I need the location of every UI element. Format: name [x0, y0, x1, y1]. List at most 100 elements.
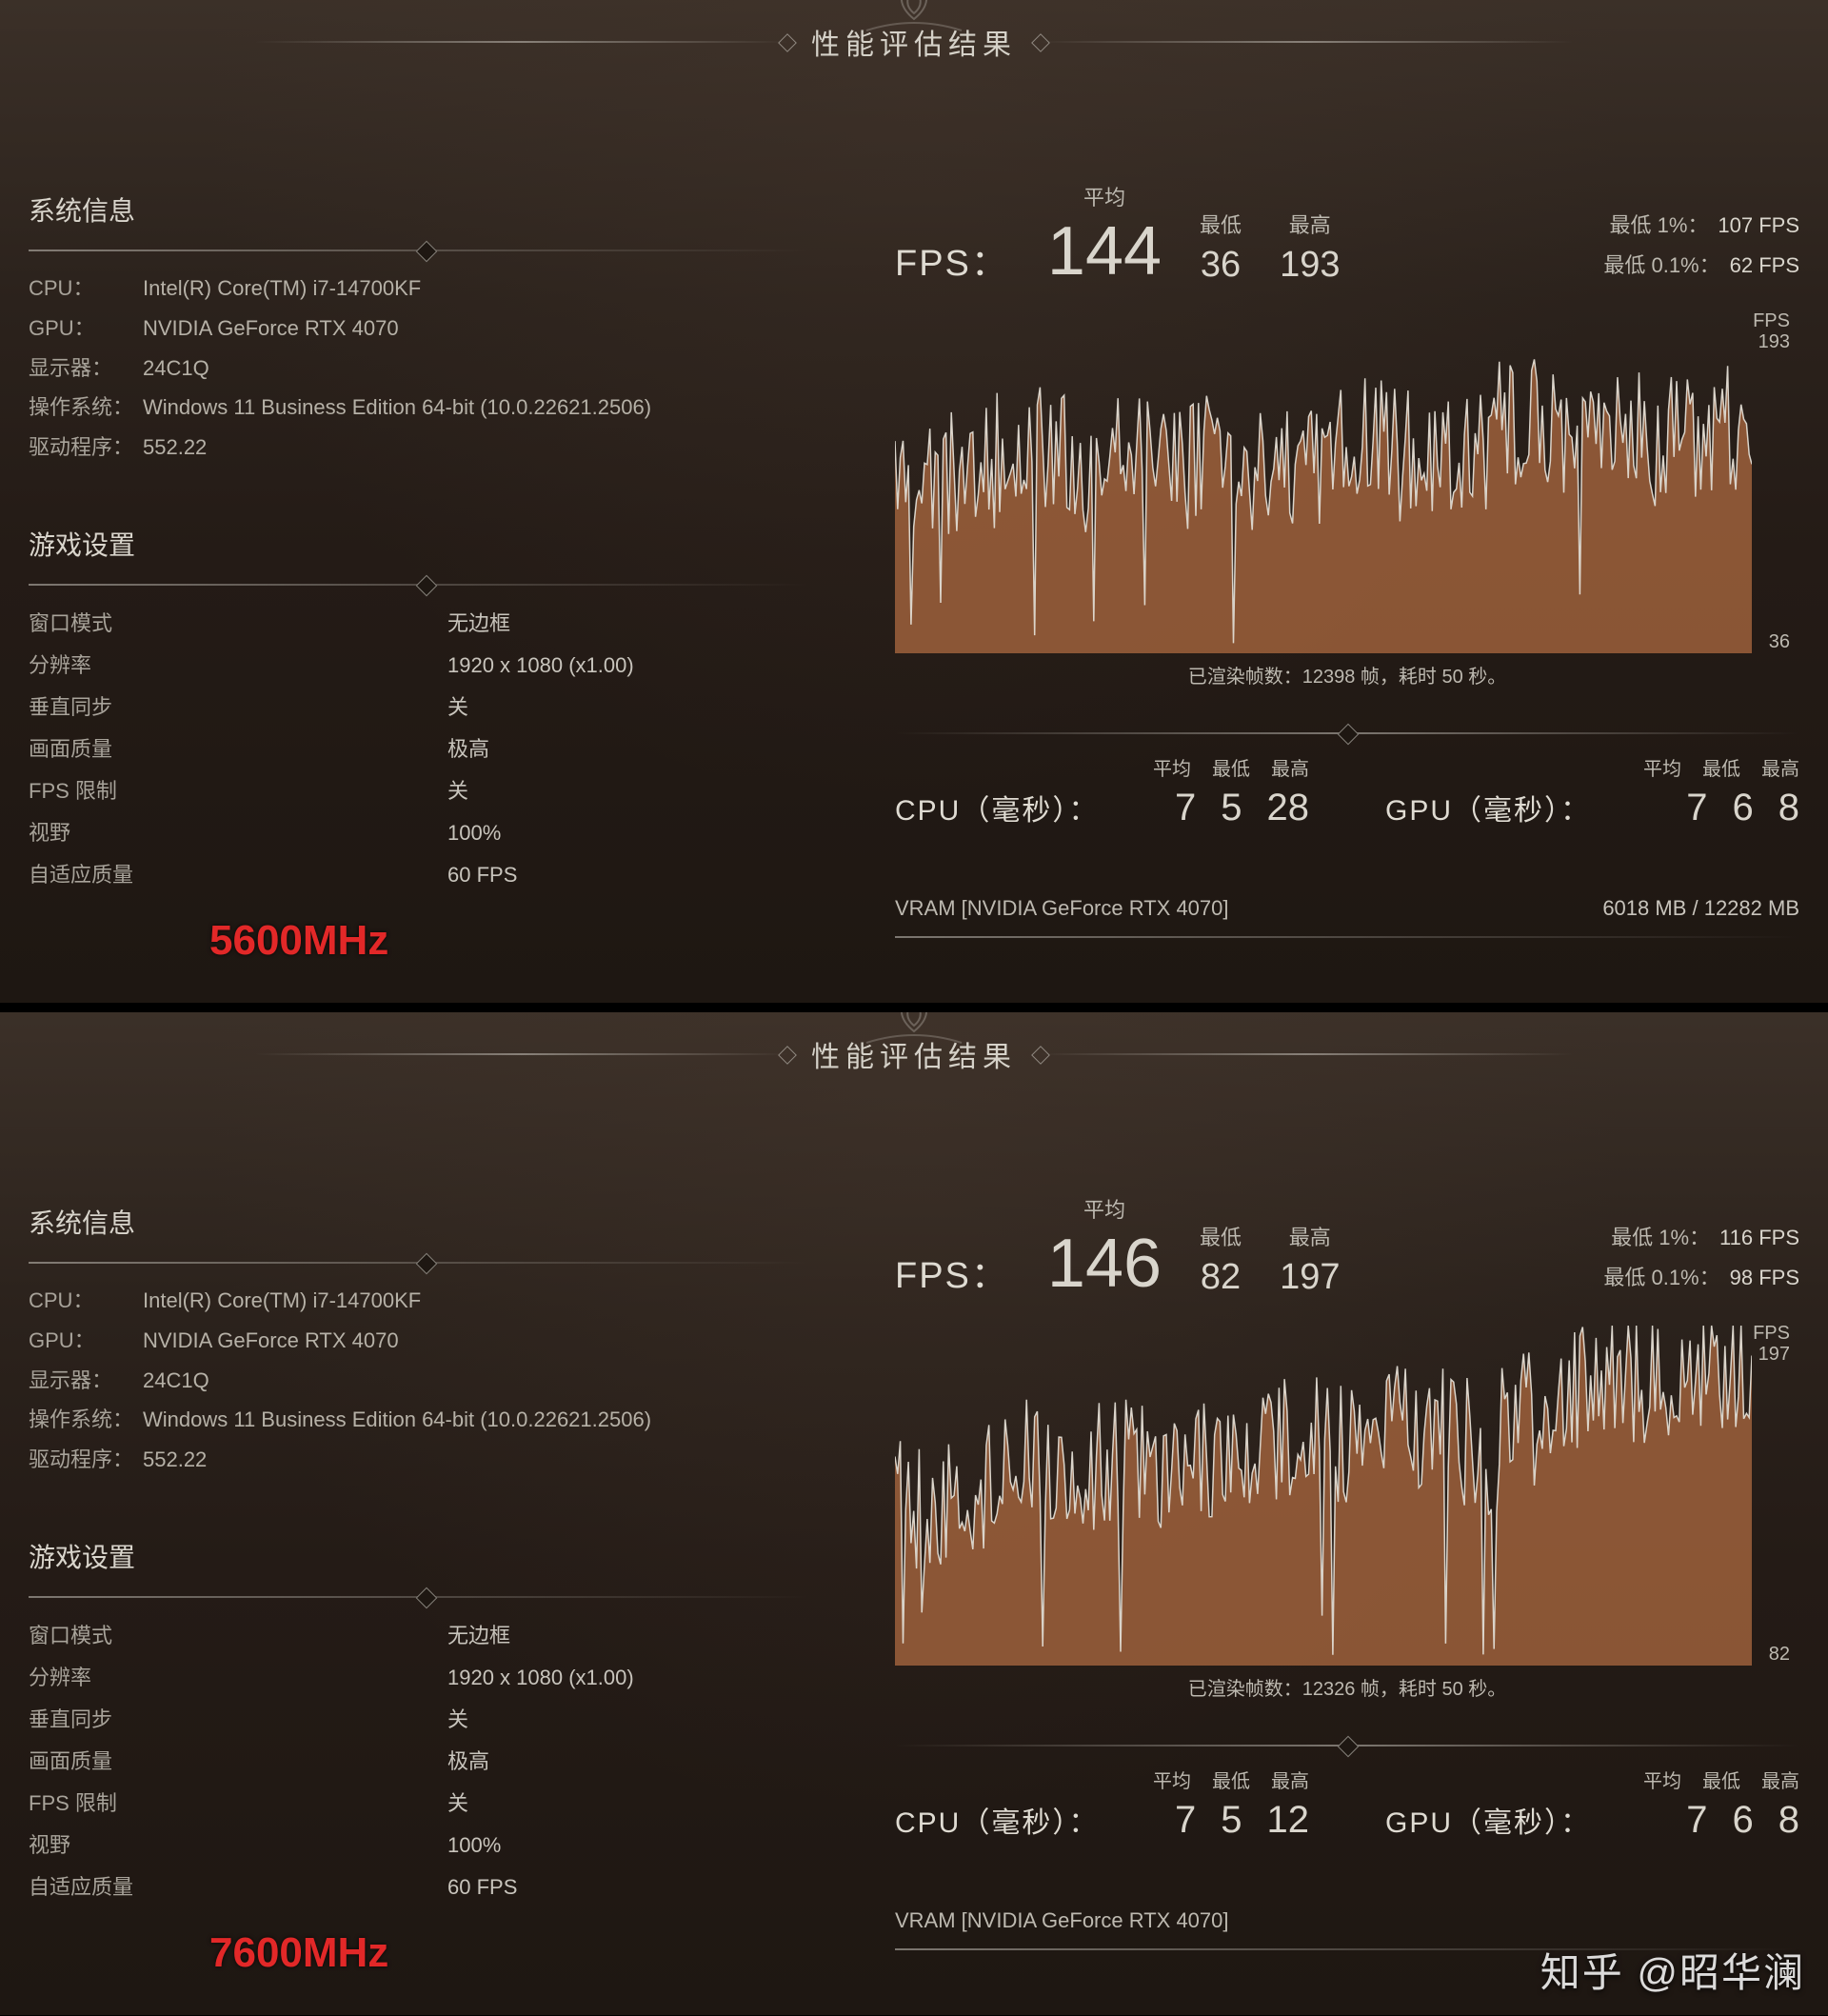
fps-min-value: 82 [1201, 1257, 1241, 1298]
settings-row: 视野100% [29, 812, 809, 854]
settings-row: FPS 限制关 [29, 1783, 809, 1825]
panel-title: 性能评估结果 [811, 1033, 1017, 1075]
cpu-ms-group: 平均最低最高 CPU（毫秒）：7512 [895, 1766, 1309, 1842]
settings-row: 分辨率1920 x 1080 (x1.00) [29, 1657, 809, 1699]
settings-row: 窗口模式无边框 [29, 1615, 809, 1657]
cpu-line: CPU：Intel(R) Core(TM) i7-14700KF [29, 1281, 809, 1321]
fps-graph: FPS 197 82 [895, 1323, 1790, 1666]
fps-avg-value: 144 [1047, 217, 1162, 286]
monitor-line: 显示器：24C1Q [29, 349, 809, 389]
settings-value: 60 FPS [447, 1866, 517, 1908]
fps-summary: . FPS： 平均 144 最低 36 最高 193 最低 1%：107 FPS [895, 181, 1799, 286]
settings-row: 分辨率1920 x 1080 (x1.00) [29, 645, 809, 687]
fps-low-block: 最低 1%：107 FPS 最低 0.1%：62 FPS [1603, 206, 1799, 286]
settings-value: 无边框 [447, 603, 510, 645]
fps-summary: . FPS： 平均 146 最低 82 最高 197 最低 1%：116 FPS [895, 1193, 1799, 1298]
vram-label: VRAM [NVIDIA GeForce RTX 4070] [895, 896, 1229, 921]
settings-value: 1920 x 1080 (x1.00) [447, 1657, 634, 1699]
header-divider-left [255, 1053, 788, 1055]
settings-value: 100% [447, 1825, 501, 1866]
section-divider [29, 1262, 809, 1264]
settings-key: 画面质量 [29, 729, 447, 770]
cpu-line: CPU：Intel(R) Core(TM) i7-14700KF [29, 269, 809, 309]
fps-max-value: 193 [1280, 245, 1340, 286]
game-settings-title: 游戏设置 [29, 1537, 809, 1575]
game-settings-title: 游戏设置 [29, 525, 809, 563]
graph-y-min: 36 [1769, 631, 1790, 653]
system-info-title: 系统信息 [29, 1203, 809, 1241]
settings-value: 关 [447, 770, 468, 812]
settings-key: 视野 [29, 812, 447, 854]
settings-key: 分辨率 [29, 1657, 447, 1699]
section-divider [895, 936, 1799, 938]
fps-low-block: 最低 1%：116 FPS 最低 0.1%：98 FPS [1603, 1218, 1799, 1298]
driver-line: 驱动程序：552.22 [29, 428, 809, 468]
settings-key: 自适应质量 [29, 1866, 447, 1908]
fps-avg-label: 平均 [1083, 1193, 1125, 1224]
left-column: 系统信息 CPU：Intel(R) Core(TM) i7-14700KF GP… [29, 190, 809, 896]
settings-value: 1920 x 1080 (x1.00) [447, 645, 634, 687]
settings-value: 极高 [447, 729, 489, 770]
settings-key: 垂直同步 [29, 1699, 447, 1741]
settings-key: FPS 限制 [29, 770, 447, 812]
header-divider-right [1040, 1053, 1573, 1055]
settings-row: 窗口模式无边框 [29, 603, 809, 645]
settings-value: 60 FPS [447, 854, 517, 896]
settings-value: 无边框 [447, 1615, 510, 1657]
settings-row: 自适应质量60 FPS [29, 1866, 809, 1908]
settings-key: 视野 [29, 1825, 447, 1866]
graph-y-unit: FPS [1753, 310, 1790, 332]
fps-max-value: 197 [1280, 1257, 1340, 1298]
header-divider-right [1040, 41, 1573, 43]
fps-min-label: 最低 [1200, 1221, 1242, 1251]
ms-block: 平均最低最高 CPU（毫秒）：7528 平均最低最高 GPU（毫秒）：768 [895, 732, 1799, 829]
os-line: 操作系统：Windows 11 Business Edition 64-bit … [29, 1400, 809, 1440]
gpu-ms-group: 平均最低最高 GPU（毫秒）：768 [1385, 753, 1799, 829]
settings-value: 极高 [447, 1741, 489, 1783]
graph-caption: 已渲染帧数：12326 帧，耗时 50 秒。 [895, 1673, 1799, 1701]
driver-line: 驱动程序：552.22 [29, 1440, 809, 1480]
benchmark-panel: 性能评估结果 系统信息 CPU：Intel(R) Core(TM) i7-147… [0, 1012, 1828, 2015]
settings-value: 关 [447, 1783, 468, 1825]
graph-y-unit: FPS [1753, 1323, 1790, 1345]
graph-y-min: 82 [1769, 1644, 1790, 1666]
panel-header: 性能评估结果 [0, 1033, 1828, 1075]
graph-y-max: 197 [1758, 1344, 1790, 1366]
vram-value: 6018 MB / 12282 MB [1602, 896, 1799, 921]
header-divider-left [255, 41, 788, 43]
gpu-ms-group: 平均最低最高 GPU（毫秒）：768 [1385, 1766, 1799, 1842]
monitor-line: 显示器：24C1Q [29, 1361, 809, 1401]
settings-key: 垂直同步 [29, 687, 447, 729]
settings-key: 自适应质量 [29, 854, 447, 896]
fps-min-value: 36 [1201, 245, 1241, 286]
settings-row: 垂直同步关 [29, 687, 809, 729]
settings-key: 分辨率 [29, 645, 447, 687]
fps-avg-value: 146 [1047, 1229, 1162, 1298]
section-divider [895, 1948, 1799, 1950]
fps-label: FPS： [895, 233, 1009, 286]
settings-value: 关 [447, 1699, 468, 1741]
ms-block: 平均最低最高 CPU（毫秒）：7512 平均最低最高 GPU（毫秒）：768 [895, 1745, 1799, 1842]
settings-row: 画面质量极高 [29, 1741, 809, 1783]
fps-max-label: 最高 [1289, 209, 1331, 239]
settings-row: 垂直同步关 [29, 1699, 809, 1741]
settings-row: 视野100% [29, 1825, 809, 1866]
graph-caption: 已渲染帧数：12398 帧，耗时 50 秒。 [895, 661, 1799, 689]
right-column: . FPS： 平均 146 最低 82 最高 197 最低 1%：116 FPS [895, 1193, 1799, 1950]
settings-value: 100% [447, 812, 501, 854]
panel-title: 性能评估结果 [811, 21, 1017, 63]
cpu-ms-group: 平均最低最高 CPU（毫秒）：7528 [895, 753, 1309, 829]
memory-speed-badge: 5600MHz [209, 917, 388, 965]
settings-row: 画面质量极高 [29, 729, 809, 770]
settings-grid: 窗口模式无边框分辨率1920 x 1080 (x1.00)垂直同步关画面质量极高… [29, 1615, 809, 1908]
settings-value: 关 [447, 687, 468, 729]
right-column: . FPS： 平均 144 最低 36 最高 193 最低 1%：107 FPS [895, 181, 1799, 938]
graph-y-max: 193 [1758, 331, 1790, 353]
settings-key: 窗口模式 [29, 603, 447, 645]
section-divider [895, 1745, 1799, 1747]
settings-key: 窗口模式 [29, 1615, 447, 1657]
settings-key: FPS 限制 [29, 1783, 447, 1825]
fps-graph: FPS 193 36 [895, 310, 1790, 653]
vram-label: VRAM [NVIDIA GeForce RTX 4070] [895, 1908, 1229, 1933]
system-info-title: 系统信息 [29, 190, 809, 229]
